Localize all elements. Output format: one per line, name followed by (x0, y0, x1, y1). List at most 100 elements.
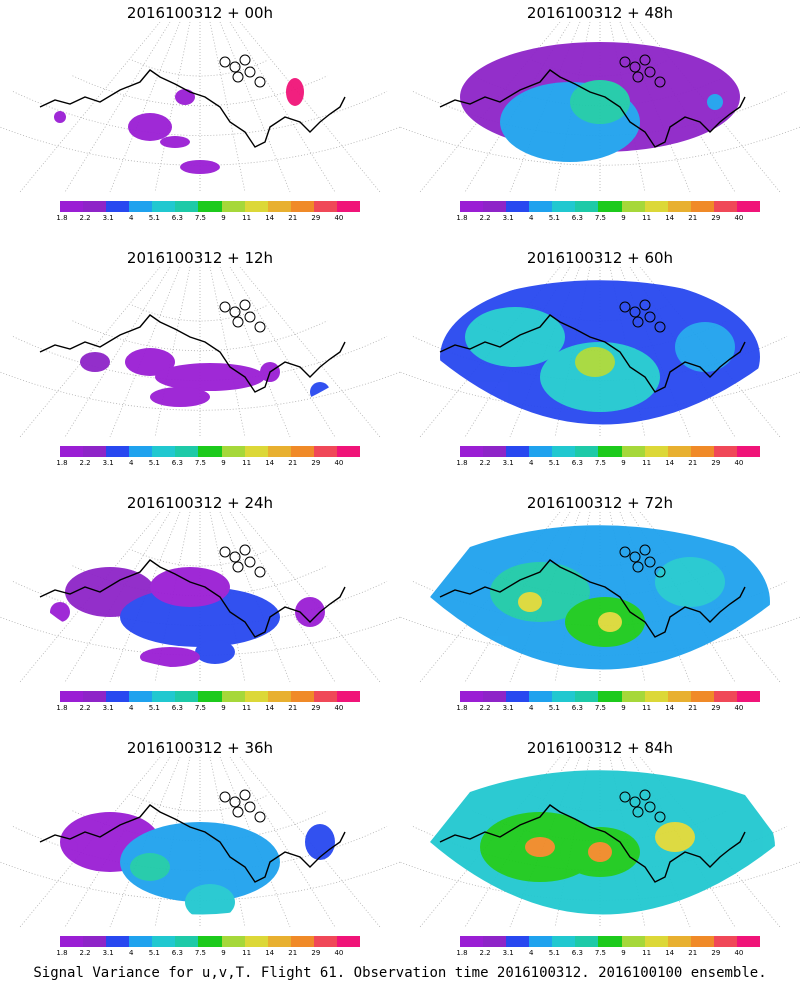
colorbar-tick-label: 4 (528, 459, 534, 467)
colorbar-tick-label: 1.8 (456, 459, 468, 467)
colorbar-swatch (529, 691, 553, 702)
field-contour (150, 567, 230, 607)
variance-field (430, 770, 775, 915)
colorbar-swatch (152, 446, 176, 457)
colorbar-swatch (129, 936, 153, 947)
field-contour (125, 348, 175, 376)
field-contour (128, 113, 172, 141)
colorbar-tick-label: 29 (711, 214, 721, 222)
colorbar-tick-label: 4 (528, 214, 534, 222)
colorbar-labels: 1.8 2.2 3.1 4 5.1 6.3 7.5 9 11 14 21 29 40 (448, 704, 748, 714)
colorbar-swatch (575, 201, 599, 212)
polar-map (400, 512, 800, 683)
colorbar-swatch (290, 691, 314, 702)
colorbar-tick-label: 11 (642, 949, 652, 957)
colorbar-swatch (221, 446, 245, 457)
colorbar-tick-label: 5.1 (548, 214, 560, 222)
coastline (39, 69, 346, 148)
field-contour (465, 307, 565, 367)
colorbar-swatch (244, 201, 268, 212)
colorbar-tick-label: 1.8 (456, 214, 468, 222)
colorbar-swatch (529, 936, 553, 947)
colorbar-tick-label: 14 (265, 704, 275, 712)
colorbar-swatch (152, 201, 176, 212)
colorbar-swatch (129, 201, 153, 212)
colorbar-swatch (575, 691, 599, 702)
colorbar-tick-label: 3.1 (102, 704, 114, 712)
colorbar-tick-label: 6.3 (571, 214, 583, 222)
colorbar-swatch (175, 691, 199, 702)
coastline (439, 314, 746, 393)
colorbar-tick-label: 2.2 (479, 704, 491, 712)
colorbar-tick-label: 40 (734, 949, 744, 957)
colorbar-swatch (644, 201, 668, 212)
colorbar-tick-label: 7.5 (594, 704, 607, 712)
colorbar-swatch (175, 936, 199, 947)
variance-field (430, 525, 770, 670)
field-contour (50, 602, 70, 622)
colorbar-swatch (644, 446, 668, 457)
colorbar-swatch (506, 936, 530, 947)
panel-title: 2016100312 + 60h (526, 249, 674, 267)
colorbar-tick-label: 7.5 (594, 459, 607, 467)
colorbar-tick-label: 7.5 (194, 214, 207, 222)
field-contour (598, 612, 622, 632)
colorbar-swatch (644, 691, 668, 702)
colorbar-tick-label: 14 (265, 459, 275, 467)
colorbar-tick-label: 21 (688, 459, 698, 467)
colorbar-tick-label: 21 (688, 704, 698, 712)
field-contour (130, 853, 170, 881)
field-contour (525, 837, 555, 857)
field-contour (707, 94, 723, 110)
colorbar (460, 446, 761, 457)
colorbar-tick-label: 9 (221, 949, 226, 957)
colorbar-tick-label: 2.2 (79, 214, 91, 222)
colorbar-tick-label: 1.8 (56, 459, 68, 467)
coastline (439, 559, 746, 638)
arctic-islands (619, 789, 666, 823)
colorbar-labels: 1.8 2.2 3.1 4 5.1 6.3 7.5 9 11 14 21 29 40 (448, 214, 748, 224)
colorbar-tick-label: 40 (334, 949, 344, 957)
colorbar-swatch (267, 446, 291, 457)
colorbar-tick-label: 11 (642, 459, 652, 467)
colorbar-swatch (244, 936, 268, 947)
colorbar-tick-label: 4 (528, 949, 534, 957)
colorbar-tick-label: 5.1 (548, 459, 560, 467)
colorbar-swatch (221, 936, 245, 947)
colorbar-swatch (598, 446, 622, 457)
colorbar-tick-label: 40 (734, 214, 744, 222)
colorbar-swatch (106, 201, 130, 212)
colorbar-tick-label: 7.5 (194, 704, 207, 712)
colorbar-tick-label: 1.8 (456, 949, 468, 957)
field-contour (120, 587, 280, 647)
colorbar-tick-label: 3.1 (102, 949, 114, 957)
field-contour (588, 842, 612, 862)
colorbar-swatch (598, 691, 622, 702)
coastline (439, 69, 746, 148)
colorbar-swatch (713, 201, 737, 212)
colorbar-tick-label: 21 (688, 949, 698, 957)
forecast-panel: 2016100312 + 60h 1.8 2.2 3.1 4 5.1 6.3 7.5 9 11 14… (400, 245, 800, 490)
colorbar-swatch (598, 936, 622, 947)
colorbar-tick-label: 4 (128, 704, 134, 712)
colorbar-swatch (267, 936, 291, 947)
variance-field (80, 348, 330, 407)
colorbar-tick-label: 7.5 (594, 214, 607, 222)
colorbar-tick-label: 29 (711, 949, 721, 957)
colorbar-swatch (198, 446, 222, 457)
colorbar-swatch (460, 201, 484, 212)
variance-field (440, 280, 760, 425)
colorbar (60, 691, 361, 702)
figure-caption: Signal Variance for u,v,T. Flight 61. Ob… (33, 965, 767, 981)
field-contour (655, 822, 695, 852)
colorbar-swatch (106, 691, 130, 702)
colorbar-swatch (506, 691, 530, 702)
colorbar-tick-label: 2.2 (79, 459, 91, 467)
polar-map (400, 22, 800, 193)
colorbar-tick-label: 29 (711, 459, 721, 467)
colorbar-tick-label: 11 (242, 459, 252, 467)
colorbar-labels: 1.8 2.2 3.1 4 5.1 6.3 7.5 9 11 14 21 29 40 (448, 459, 748, 469)
forecast-panel: 2016100312 + 24h 1.8 2.2 3.1 4 5.1 6.3 7.5 9 11 14… (0, 490, 400, 735)
arctic-islands (619, 299, 666, 333)
colorbar-tick-label: 5.1 (148, 704, 160, 712)
